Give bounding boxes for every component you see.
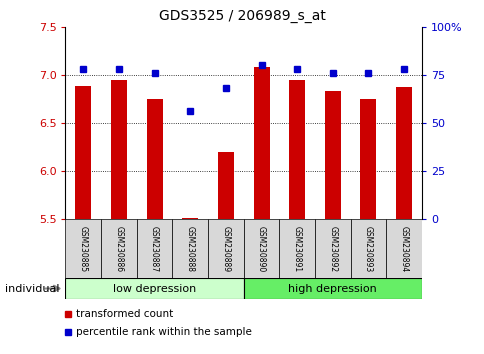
Bar: [279, 219, 314, 278]
Bar: [101, 219, 136, 278]
Text: percentile rank within the sample: percentile rank within the sample: [76, 327, 252, 337]
Bar: [314, 219, 350, 278]
Text: GSM230891: GSM230891: [292, 225, 301, 272]
Bar: [75, 86, 91, 219]
Bar: [182, 218, 198, 219]
Text: GDS3525 / 206989_s_at: GDS3525 / 206989_s_at: [159, 9, 325, 23]
Text: transformed count: transformed count: [76, 309, 173, 319]
Bar: [111, 80, 127, 219]
Text: GSM230892: GSM230892: [328, 225, 337, 272]
Text: GSM230886: GSM230886: [114, 225, 123, 272]
Text: high depression: high depression: [288, 284, 377, 293]
Bar: [65, 278, 243, 299]
Text: GSM230890: GSM230890: [257, 225, 266, 272]
Bar: [324, 91, 340, 219]
Bar: [350, 219, 385, 278]
Text: GSM230893: GSM230893: [363, 225, 372, 272]
Bar: [360, 99, 376, 219]
Text: GSM230888: GSM230888: [185, 226, 195, 272]
Bar: [65, 219, 101, 278]
Text: low depression: low depression: [113, 284, 196, 293]
Bar: [395, 87, 411, 219]
Bar: [385, 219, 421, 278]
Bar: [288, 80, 304, 219]
Bar: [217, 152, 233, 219]
Bar: [243, 278, 421, 299]
Text: GSM230889: GSM230889: [221, 225, 230, 272]
Bar: [253, 67, 269, 219]
Text: GSM230885: GSM230885: [78, 225, 88, 272]
Text: GSM230887: GSM230887: [150, 225, 159, 272]
Text: individual: individual: [5, 284, 59, 293]
Bar: [136, 219, 172, 278]
Bar: [172, 219, 208, 278]
Bar: [146, 99, 162, 219]
Text: GSM230894: GSM230894: [399, 225, 408, 272]
Bar: [243, 219, 279, 278]
Bar: [208, 219, 243, 278]
